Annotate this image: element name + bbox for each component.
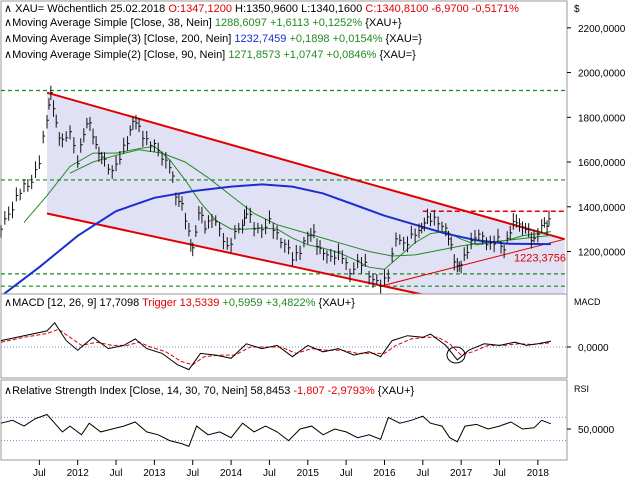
rsi-plot-area [0, 379, 568, 461]
y-tick-label: 2000,0000 [578, 69, 626, 80]
time-x-axis: Jul 2012 Jul 2013 Jul 2014 Jul 2015 Jul 2016 Jul 20… [33, 460, 549, 479]
rsi-line[interactable] [0, 413, 552, 448]
instrument-separator: = [38, 3, 47, 15]
x-tick-label: Jul [340, 468, 353, 479]
macd-highlight-circle [446, 346, 466, 364]
x-tick-label: 2017 [450, 468, 473, 479]
legend-sma38[interactable]: ∧Moving Average Simple [Close, 38, Nein]… [4, 17, 402, 29]
support-trend-line[interactable] [380, 238, 565, 287]
collapse-icon: ∧ [4, 385, 12, 397]
ohlc-low: L:1340,1600 [301, 3, 362, 15]
collapse-icon: ∧ [4, 17, 12, 29]
x-tick-label: 2018 [527, 468, 550, 479]
currency-symbol: $ [574, 4, 580, 15]
sma200-value-annotation: 1223,3756 [514, 252, 566, 264]
ohlc-close: C:1340,8100 [365, 3, 428, 15]
ohlc-change: -6,9700 [431, 3, 468, 15]
legend-sma90[interactable]: ∧Moving Average Simple(2) [Close, 90, Ne… [4, 49, 416, 61]
chart-info-line: ∧ XAU= Wöchentlich 25.02.2018 O:1347,120… [4, 3, 519, 15]
macd-line[interactable] [0, 321, 551, 371]
x-tick-label: Jul [416, 468, 429, 479]
trend-channel-shading [47, 92, 565, 326]
x-tick-label: 2016 [373, 468, 396, 479]
sma-200-line[interactable] [0, 183, 551, 297]
rsi-legend[interactable]: ∧Relative Strength Index [Close, 14, 30,… [4, 385, 415, 397]
y-tick-label: 1200,0000 [578, 248, 626, 259]
macd-panel: ∧MACD [12, 26, 9] 17,7098 Trigger 13,533… [0, 293, 609, 379]
y-tick-label: 0,0000 [578, 343, 609, 354]
rsi-panel: ∧Relative Strength Index [Close, 14, 30,… [0, 379, 615, 461]
rsi-y-axis: 50,0000 [567, 425, 615, 436]
price-y-axis: 1200,0000 1400,0000 1600,0000 1800,0000 2000… [567, 24, 626, 259]
x-tick-label: Jul [493, 468, 506, 479]
collapse-icon: ∧ [4, 49, 12, 61]
y-tick-label: 1600,0000 [578, 158, 626, 169]
rsi-guides [1, 416, 567, 442]
y-tick-label: 50,0000 [578, 425, 615, 436]
macd-trigger-line[interactable] [0, 328, 551, 366]
macd-y-axis: 0,0000 [567, 343, 609, 354]
date-label: 25.02.2018 [110, 3, 165, 15]
legend-sma200[interactable]: ∧Moving Average Simple(3) [Close, 200, N… [4, 33, 422, 45]
y-tick-label: 2200,0000 [578, 24, 626, 35]
price-ohlc-bars [0, 85, 551, 294]
collapse-icon: ∧ [4, 297, 12, 309]
x-tick-label: 2014 [220, 468, 243, 479]
x-tick-label: 2015 [297, 468, 320, 479]
x-tick-label: Jul [263, 468, 276, 479]
y-tick-label: 1400,0000 [578, 203, 626, 214]
instrument-label: XAU [15, 3, 38, 15]
rsi-axis-title: RSI [574, 384, 589, 394]
interval-label: Wöchentlich [47, 3, 107, 15]
price-panel: 1223,3756 ∧ XAU= Wöchentlich 25.02.2018 … [0, 0, 626, 326]
ohlc-high: H:1350,9600 [235, 3, 298, 15]
y-tick-label: 1800,0000 [578, 113, 626, 124]
ohlc-open: O:1347,1200 [168, 3, 232, 15]
collapse-icon[interactable]: ∧ [4, 3, 12, 15]
channel-lower-line[interactable] [46, 212, 431, 298]
macd-axis-title: MACD [574, 297, 601, 307]
macd-plot-area [0, 293, 568, 379]
macd-legend[interactable]: ∧MACD [12, 26, 9] 17,7098 Trigger 13,533… [4, 297, 355, 309]
x-tick-label: Jul [186, 468, 199, 479]
x-tick-label: 2013 [143, 468, 166, 479]
ohlc-change-pct: -0,5171% [472, 3, 519, 15]
x-tick-label: 2012 [67, 468, 90, 479]
price-header: ∧ XAU= Wöchentlich 25.02.2018 O:1347,120… [4, 3, 519, 61]
x-tick-label: Jul [33, 468, 46, 479]
collapse-icon: ∧ [4, 33, 12, 45]
x-tick-label: Jul [110, 468, 123, 479]
price-horizontal-levels [1, 89, 567, 287]
